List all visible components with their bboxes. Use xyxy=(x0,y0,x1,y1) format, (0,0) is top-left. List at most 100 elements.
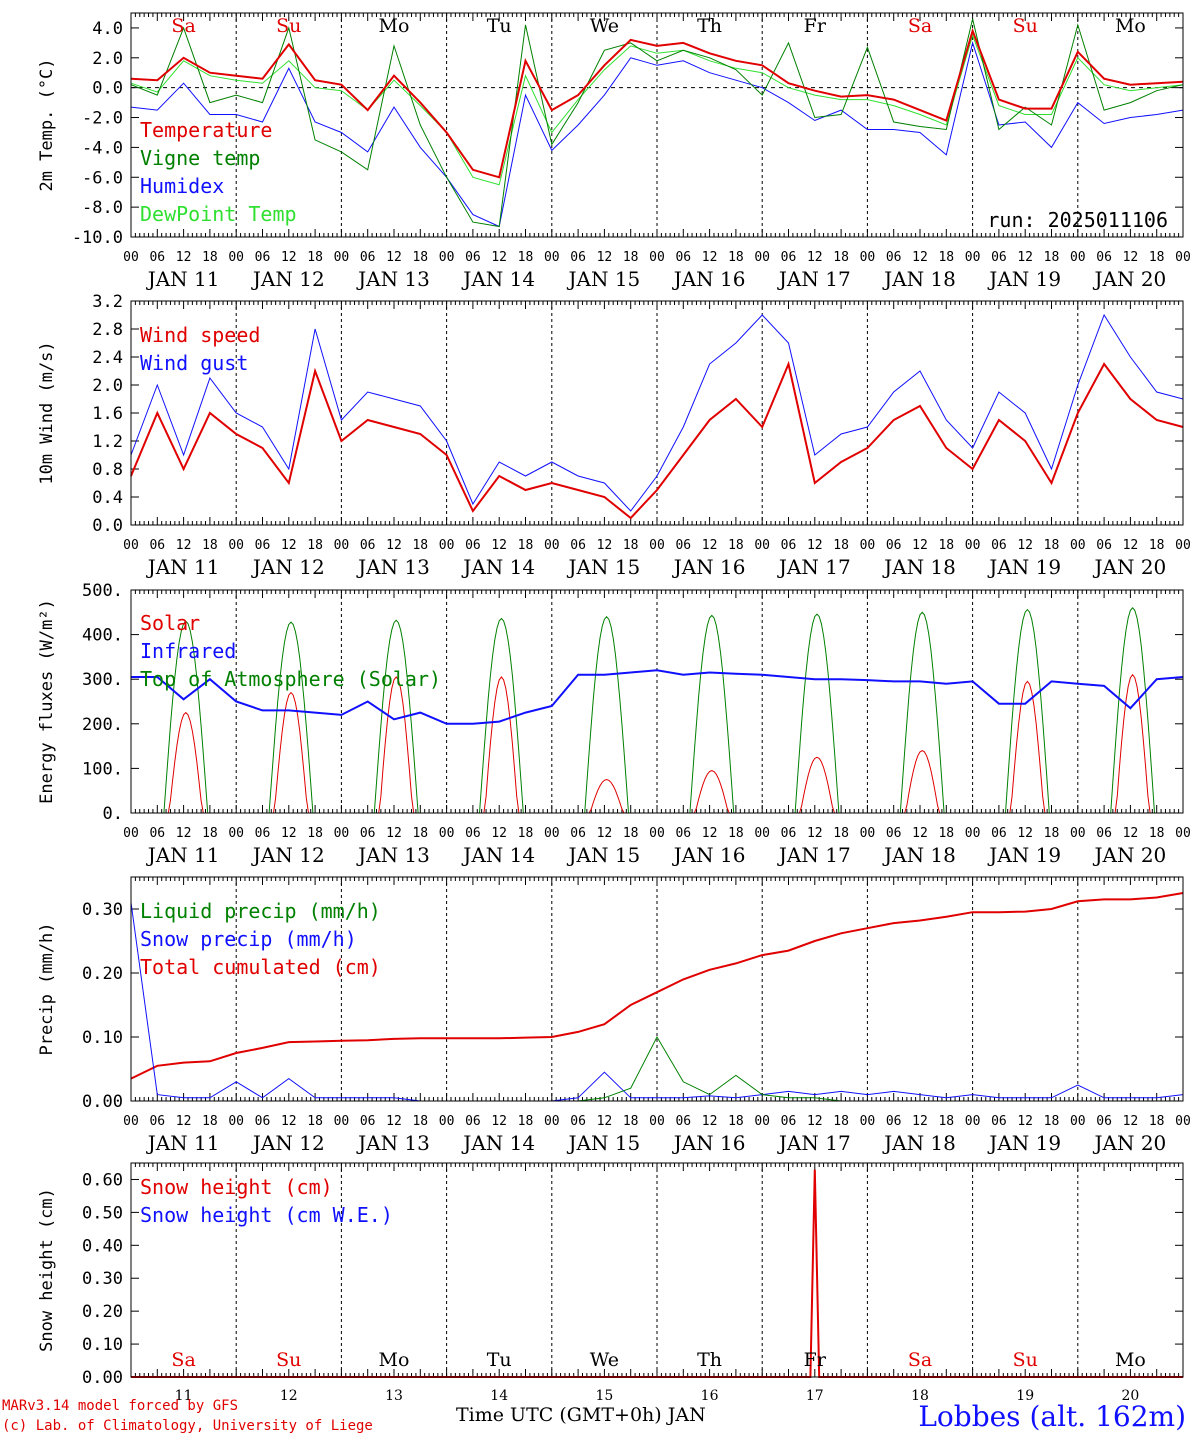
x-day-label: JAN 11 xyxy=(146,267,220,291)
x-hour-label: 00 xyxy=(439,826,455,841)
x-hour-label: 06 xyxy=(149,250,165,265)
x-hour-label: 00 xyxy=(860,1114,876,1129)
x-day-label: JAN 17 xyxy=(777,843,851,867)
x-day-label: JAN 16 xyxy=(672,555,746,579)
x-hour-label: 00 xyxy=(649,826,665,841)
x-day-label: JAN 18 xyxy=(882,1131,956,1155)
x-hour-label: 18 xyxy=(623,826,639,841)
legend-entry: Wind speed xyxy=(140,323,260,347)
x-day-label: JAN 13 xyxy=(356,1131,430,1155)
x-day-label: JAN 15 xyxy=(567,267,641,291)
y-tick-label: 0.4 xyxy=(92,488,123,508)
x-hour-label: 06 xyxy=(886,250,902,265)
legend-entry: Snow height (cm) xyxy=(140,1175,333,1199)
x-hour-label: 00 xyxy=(439,1114,455,1129)
plot-frame xyxy=(130,876,1184,1102)
x-hour-label: 12 xyxy=(702,250,718,265)
x-day-label: JAN 13 xyxy=(356,843,430,867)
weekday-label: Su xyxy=(276,15,301,37)
y-tick-label: 0.30 xyxy=(82,1269,123,1289)
weekday-label: Th xyxy=(697,15,722,37)
series-infrared-line xyxy=(131,669,1184,725)
x-hour-label: 00 xyxy=(544,538,560,553)
x-hour-label: 06 xyxy=(149,1114,165,1129)
x-hour-label: 06 xyxy=(255,826,271,841)
x-hour-label: 18 xyxy=(833,1114,849,1129)
x-day-number: 20 xyxy=(1121,1388,1139,1404)
x-day-label: JAN 18 xyxy=(882,555,956,579)
weekday-label: Mo xyxy=(1115,15,1146,37)
x-hour-label: 18 xyxy=(412,826,428,841)
series-line-temperature xyxy=(130,27,1184,179)
y-tick-label: 1.6 xyxy=(92,404,123,424)
x-hour-label: 00 xyxy=(649,250,665,265)
x-hour-label: 12 xyxy=(912,250,928,265)
x-hour-label: 12 xyxy=(491,826,507,841)
y-tick-label: 300. xyxy=(82,670,123,690)
x-hour-label: 06 xyxy=(991,538,1007,553)
x-hour-label: 12 xyxy=(281,250,297,265)
x-hour-label: 00 xyxy=(649,1114,665,1129)
weekday-label: Tu xyxy=(487,15,512,37)
x-hour-label: 12 xyxy=(386,538,402,553)
x-day-label: JAN 17 xyxy=(777,267,851,291)
y-tick-label: 0.60 xyxy=(82,1170,123,1190)
x-day-label: JAN 14 xyxy=(461,555,535,579)
y-tick-label: 0.0 xyxy=(92,79,123,99)
x-day-label: JAN 15 xyxy=(567,1131,641,1155)
weekday-label: Sa xyxy=(908,15,932,37)
x-hour-label: 06 xyxy=(360,826,376,841)
series-line-wind-gust xyxy=(130,313,1184,512)
x-hour-label: 06 xyxy=(991,1114,1007,1129)
x-day-label: JAN 16 xyxy=(672,1131,746,1155)
y-tick-label: 1.2 xyxy=(92,432,123,452)
x-hour-label: 12 xyxy=(807,538,823,553)
x-hour-label: 00 xyxy=(1070,826,1086,841)
x-hour-label: 06 xyxy=(781,538,797,553)
x-day-label: JAN 12 xyxy=(251,555,325,579)
x-hour-label: 06 xyxy=(465,826,481,841)
x-hour-label: 18 xyxy=(833,826,849,841)
x-hour-label: 00 xyxy=(123,250,139,265)
y-axis-title: Precip (mm/h) xyxy=(37,922,57,1055)
series-line-wind-speed xyxy=(130,360,1184,520)
x-hour-label: 12 xyxy=(912,1114,928,1129)
x-hour-label: 18 xyxy=(518,826,534,841)
legend-entry: Total cumulated (cm) xyxy=(140,955,381,979)
x-hour-label: 12 xyxy=(281,826,297,841)
x-hour-label: 18 xyxy=(938,826,954,841)
x-hour-label: 06 xyxy=(991,250,1007,265)
x-day-number: 11 xyxy=(175,1388,193,1404)
x-hour-label: 18 xyxy=(1044,250,1060,265)
x-day-label: JAN 14 xyxy=(461,843,535,867)
y-tick-label: -8.0 xyxy=(82,198,123,218)
x-hour-label: 00 xyxy=(754,826,770,841)
x-hour-label: 06 xyxy=(255,250,271,265)
x-hour-label: 18 xyxy=(1149,826,1165,841)
x-hour-label: 18 xyxy=(202,1114,218,1129)
x-hour-label: 00 xyxy=(544,250,560,265)
x-day-label: JAN 12 xyxy=(251,1131,325,1155)
x-hour-label: 12 xyxy=(912,538,928,553)
x-hour-label: 12 xyxy=(1017,1114,1033,1129)
x-day-label: JAN 11 xyxy=(146,555,220,579)
x-hour-label: 00 xyxy=(228,826,244,841)
x-hour-label: 06 xyxy=(1096,1114,1112,1129)
x-hour-label: 12 xyxy=(912,826,928,841)
x-hour-label: 18 xyxy=(412,1114,428,1129)
weekday-label: We xyxy=(590,15,619,37)
x-hour-label: 12 xyxy=(386,826,402,841)
y-tick-label: 0.20 xyxy=(82,1302,123,1322)
x-hour-label: 12 xyxy=(807,826,823,841)
x-hour-label: 00 xyxy=(1070,1114,1086,1129)
x-hour-label: 18 xyxy=(1149,1114,1165,1129)
x-hour-label: 06 xyxy=(675,538,691,553)
weekday-label: Mo xyxy=(379,15,410,37)
x-day-label: JAN 20 xyxy=(1093,267,1167,291)
x-hour-label: 06 xyxy=(781,826,797,841)
x-hour-label: 00 xyxy=(123,826,139,841)
legend-entry: Humidex xyxy=(140,174,224,198)
station-title[interactable]: Lobbes (alt. 162m) xyxy=(918,1400,1186,1433)
x-hour-label: 06 xyxy=(570,538,586,553)
x-hour-label: 18 xyxy=(728,250,744,265)
